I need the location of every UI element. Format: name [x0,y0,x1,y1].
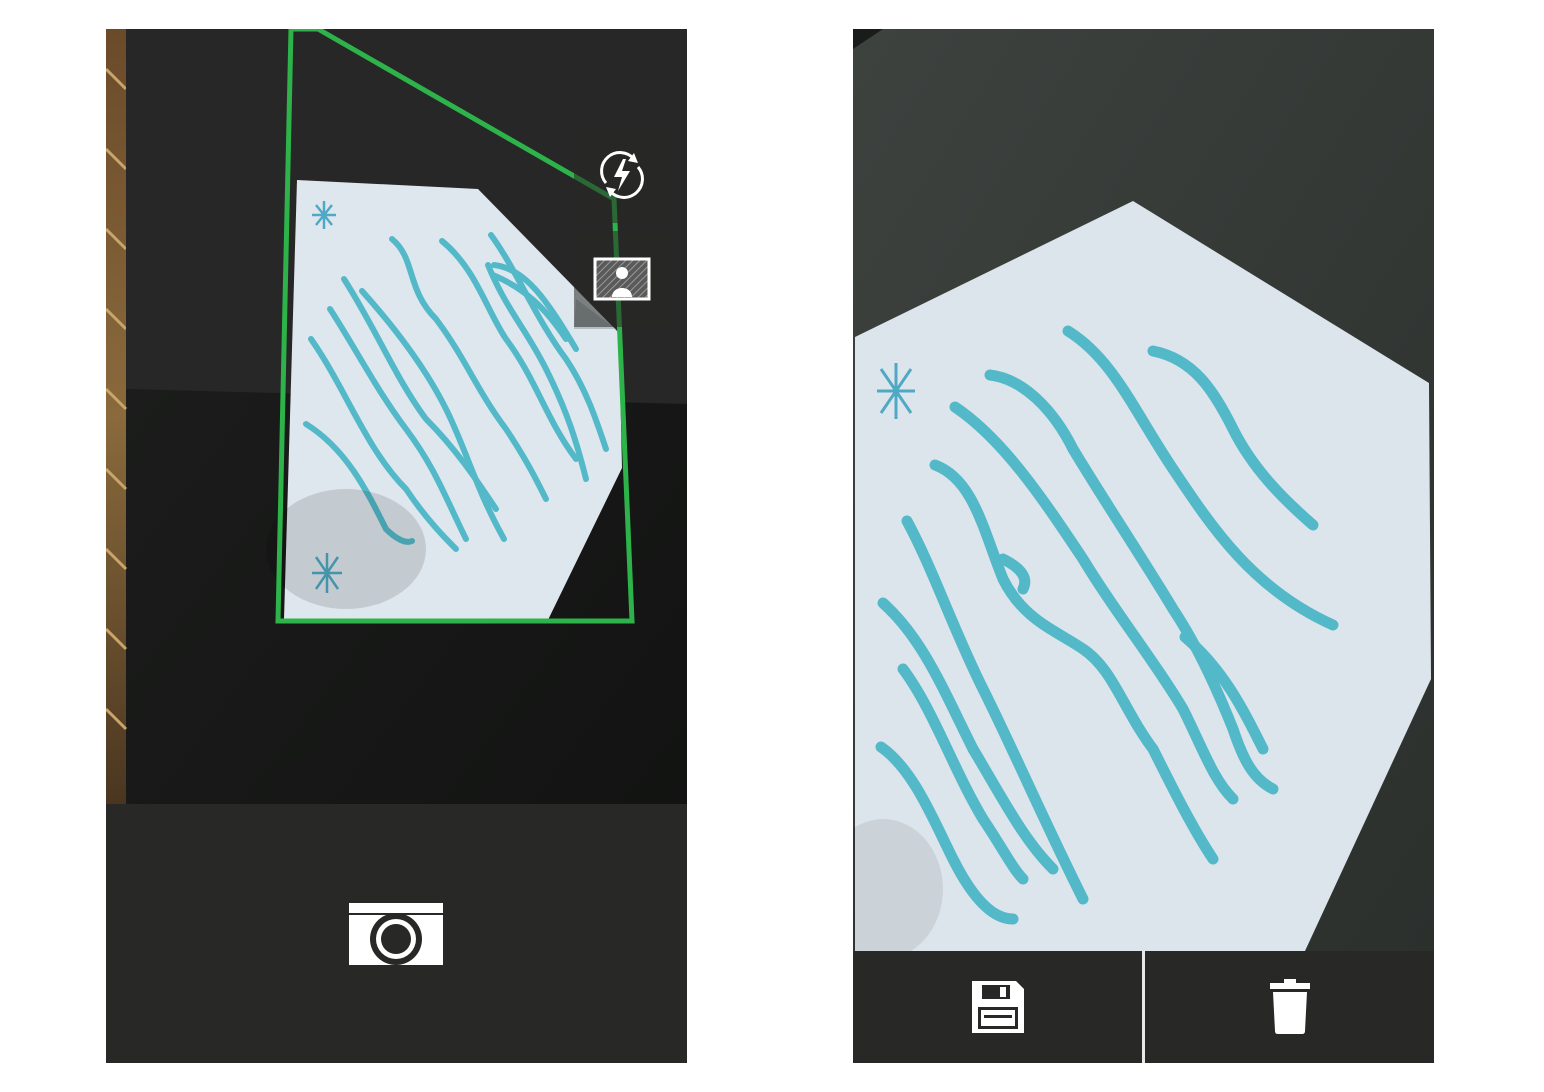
flash-toggle-button[interactable] [574,127,670,223]
paper-document [855,201,1431,951]
trash-icon [1269,979,1310,1034]
preview-image [853,29,1434,951]
scan-preview-image [853,29,1434,951]
preview-bottom-bar [853,951,1434,1063]
toolbar-divider [1142,951,1145,1063]
document-detection-outline [275,29,635,624]
floppy-disk-icon [971,981,1024,1033]
save-button[interactable] [853,951,1142,1063]
capture-button[interactable] [336,884,456,984]
document-mode-button[interactable] [574,231,670,327]
camera-capture-screen [106,29,687,1063]
document-mode-icon [593,257,651,301]
delete-button[interactable] [1145,951,1434,1063]
camera-icon [349,903,443,965]
camera-bottom-bar [106,804,687,1063]
scan-preview-screen [853,29,1434,1063]
flash-auto-icon [600,151,644,199]
